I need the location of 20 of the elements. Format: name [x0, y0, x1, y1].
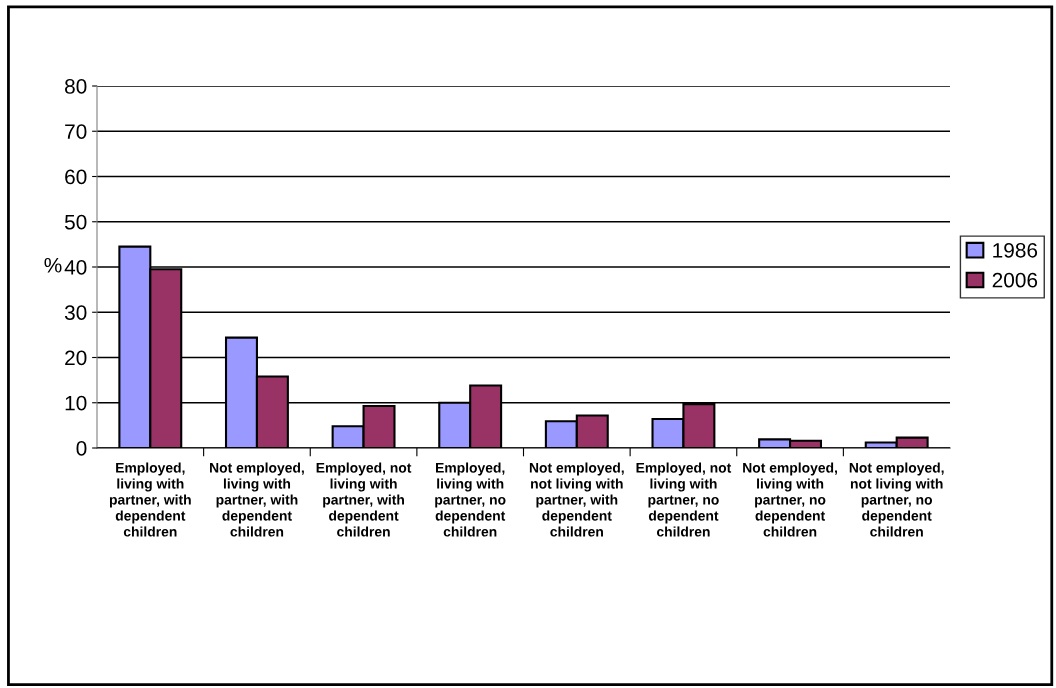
- x-tick-label: Employed, not living with partner, no dependent children: [636, 462, 732, 537]
- legend-label: 1986: [993, 242, 1038, 258]
- y-tick-label: 0: [76, 441, 87, 456]
- x-tick-label: Employed, living with partner, no dependent children: [435, 462, 506, 537]
- x-tick-label: Not employed, living with partner, no dependent children: [743, 462, 837, 537]
- y-tick-label: 30: [64, 305, 87, 320]
- legend-label: 2006: [992, 272, 1038, 288]
- y-tick-label: 40: [64, 260, 87, 275]
- x-tick-label: Not employed, not living with partner, with dependent children: [529, 462, 624, 537]
- y-axis-title: %: [44, 257, 62, 273]
- y-tick-label: 10: [65, 395, 87, 411]
- y-tick-label: 60: [65, 169, 87, 185]
- y-tick-label: 50: [64, 214, 87, 230]
- y-tick-label: 80: [65, 79, 87, 94]
- y-tick-label: 70: [65, 124, 87, 139]
- x-tick-label: Employed, not living with partner, with dependent children: [316, 462, 412, 537]
- x-tick-label: Not employed, living with partner, with dependent children: [210, 462, 304, 537]
- x-tick-label: Not employed, not living with partner, no dependent children: [849, 462, 944, 537]
- x-tick-label: Employed, living with partner, with dependent children: [109, 462, 191, 537]
- y-tick-label: 20: [65, 350, 87, 366]
